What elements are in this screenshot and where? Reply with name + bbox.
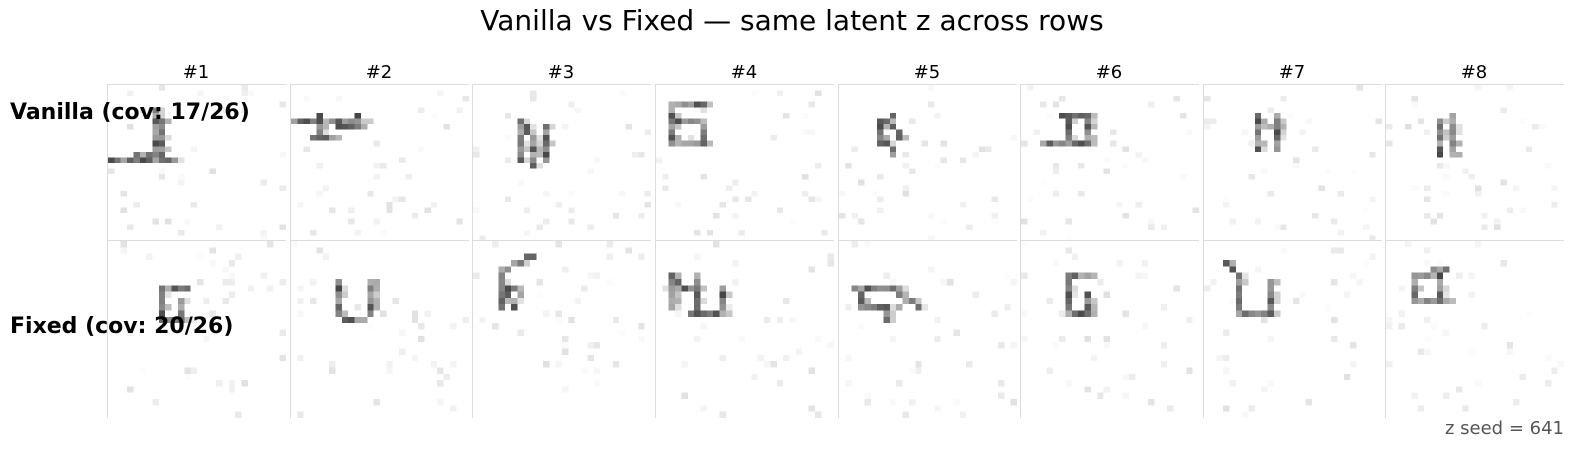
sample-image-vanilla-6 — [1020, 84, 1199, 241]
column-label-6: #6 — [1095, 62, 1123, 83]
sample-image-fixed-2 — [290, 240, 469, 418]
sample-image-vanilla-4 — [655, 84, 834, 241]
row-label-fixed: Fixed (cov: 20/26) — [10, 314, 234, 339]
column-label-1: #1 — [182, 62, 210, 83]
sample-image-fixed-3 — [472, 240, 651, 418]
sample-image-fixed-6 — [1020, 240, 1199, 418]
sample-image-fixed-4 — [655, 240, 834, 418]
column-label-2: #2 — [365, 62, 393, 83]
sample-image-vanilla-3 — [472, 84, 651, 241]
column-label-8: #8 — [1460, 62, 1488, 83]
sample-image-vanilla-8 — [1385, 84, 1564, 241]
sample-image-fixed-1 — [107, 240, 286, 418]
figure-title: Vanilla vs Fixed — same latent z across … — [480, 4, 1104, 37]
seed-label: z seed = 641 — [1444, 418, 1564, 439]
sample-image-fixed-7 — [1203, 240, 1382, 418]
sample-image-vanilla-7 — [1203, 84, 1382, 241]
column-label-3: #3 — [547, 62, 575, 83]
sample-image-fixed-5 — [838, 240, 1017, 418]
sample-image-vanilla-5 — [838, 84, 1017, 241]
row-label-vanilla: Vanilla (cov: 17/26) — [10, 100, 250, 125]
sample-image-vanilla-1 — [107, 84, 286, 241]
sample-image-fixed-8 — [1385, 240, 1564, 418]
column-label-5: #5 — [913, 62, 941, 83]
sample-image-vanilla-2 — [290, 84, 469, 241]
column-label-4: #4 — [730, 62, 758, 83]
column-label-7: #7 — [1278, 62, 1306, 83]
